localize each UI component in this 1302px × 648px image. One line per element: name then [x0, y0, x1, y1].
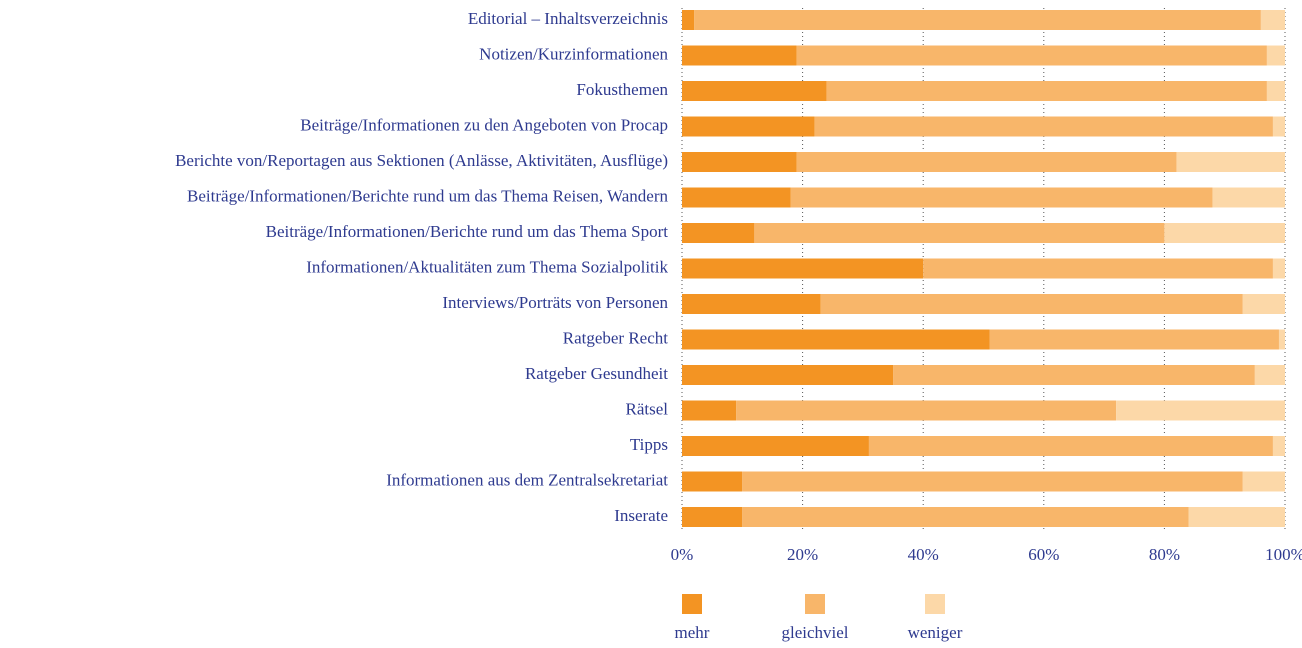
- bar-segment: [1176, 152, 1285, 172]
- x-tick-label: 80%: [1149, 545, 1180, 564]
- category-label: Berichte von/Reportagen aus Sektionen (A…: [175, 151, 668, 170]
- category-label: Beiträge/Informationen/Berichte rund um …: [266, 222, 669, 241]
- bar-segment: [682, 329, 990, 350]
- bar-segment: [1188, 507, 1285, 527]
- bar-segment: [1272, 258, 1285, 279]
- x-tick-label: 0%: [671, 545, 694, 564]
- bar-segment: [1272, 436, 1285, 456]
- category-label: Tipps: [630, 435, 668, 454]
- legend-swatch: [925, 594, 945, 614]
- bar-segment: [1278, 329, 1285, 350]
- bar-segment: [682, 507, 743, 527]
- bar-segment: [1242, 294, 1285, 314]
- bar-segment: [736, 400, 1117, 421]
- bar-segment: [790, 187, 1213, 208]
- category-label: Beiträge/Informationen/Berichte rund um …: [187, 186, 668, 205]
- category-label: Ratgeber Recht: [563, 328, 669, 347]
- bar-segment: [814, 116, 1273, 137]
- category-label: Fokusthemen: [576, 80, 668, 99]
- bar-segment: [1116, 400, 1285, 421]
- category-label: Interviews/Porträts von Personen: [442, 293, 668, 312]
- bar-segment: [893, 365, 1255, 385]
- category-label: Ratgeber Gesundheit: [525, 364, 668, 383]
- bar-segment: [1254, 365, 1285, 385]
- bar-segment: [796, 152, 1177, 172]
- bar-segment: [868, 436, 1273, 456]
- bar-segment: [682, 187, 791, 208]
- bar-segment: [796, 45, 1267, 66]
- category-label: Editorial – Inhaltsverzeichnis: [468, 9, 668, 28]
- category-label: Rätsel: [626, 399, 669, 418]
- bar-segment: [682, 152, 797, 172]
- bar-segment: [682, 81, 827, 101]
- category-label: Inserate: [614, 506, 668, 525]
- x-tick-label: 60%: [1028, 545, 1059, 564]
- bar-segment: [1242, 471, 1285, 492]
- legend-label: mehr: [675, 623, 710, 642]
- bar-segment: [1164, 223, 1285, 243]
- bar-segment: [754, 223, 1165, 243]
- category-label: Informationen/Aktualitäten zum Thema Soz…: [306, 257, 668, 276]
- bar-segment: [989, 329, 1279, 350]
- legend-label: gleichviel: [781, 623, 848, 642]
- bar-segment: [682, 471, 743, 492]
- bar-segment: [742, 507, 1189, 527]
- bar-segment: [1260, 10, 1285, 30]
- x-tick-label: 40%: [908, 545, 939, 564]
- category-label: Informationen aus dem Zentralsekretariat: [386, 470, 668, 489]
- bar-segment: [742, 471, 1243, 492]
- bar-segment: [682, 294, 821, 314]
- bar-segment: [820, 294, 1243, 314]
- bar-segment: [682, 400, 737, 421]
- bar-segment: [682, 10, 695, 30]
- bar-segment: [923, 258, 1273, 279]
- bar-segment: [1272, 116, 1285, 137]
- x-tick-label: 100%: [1265, 545, 1302, 564]
- legend-swatch: [682, 594, 702, 614]
- bar-segment: [682, 365, 894, 385]
- x-tick-label: 20%: [787, 545, 818, 564]
- bar-segment: [682, 258, 924, 279]
- category-label: Notizen/Kurzinformationen: [479, 44, 668, 63]
- bar-segment: [682, 436, 869, 456]
- bar-segment: [682, 116, 815, 137]
- legend-label: weniger: [908, 623, 963, 642]
- bar-segment: [1266, 45, 1285, 66]
- bar-segment: [682, 45, 797, 66]
- bar-segment: [1212, 187, 1285, 208]
- category-label: Beiträge/Informationen zu den Angeboten …: [300, 115, 668, 134]
- bar-segment: [694, 10, 1261, 30]
- bar-segment: [1266, 81, 1285, 101]
- bar-segment: [682, 223, 755, 243]
- bar-segment: [826, 81, 1267, 101]
- legend-swatch: [805, 594, 825, 614]
